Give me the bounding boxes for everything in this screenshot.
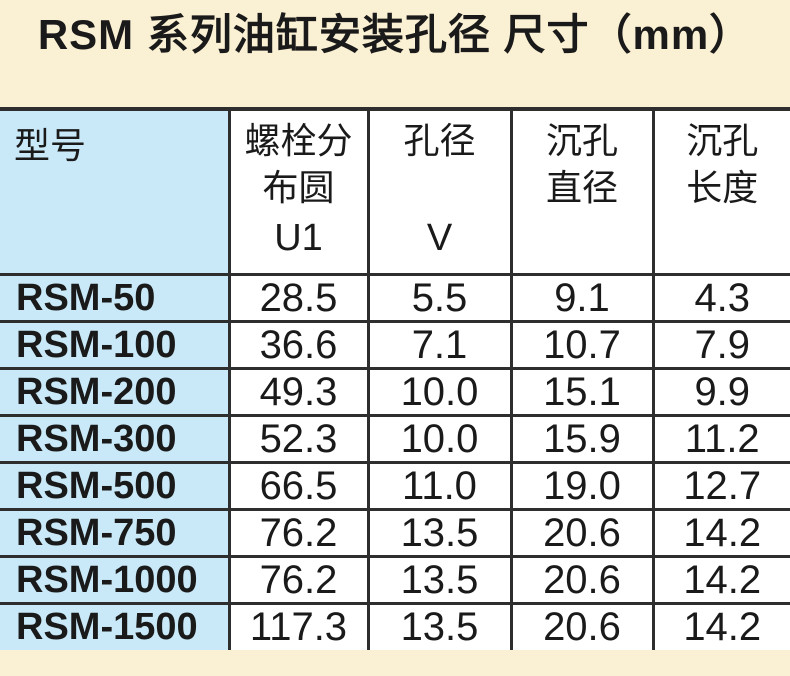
cell-hole-diameter: 5.5 <box>366 272 513 323</box>
cell-hole-diameter: 7.1 <box>366 319 513 370</box>
cell-counterbore-diameter: 10.7 <box>509 319 655 370</box>
table-row: RSM-1500 117.3 13.5 20.6 14.2 <box>0 601 790 650</box>
cell-counterbore-diameter: 20.6 <box>509 601 655 650</box>
table-row: RSM-500 66.5 11.0 19.0 12.7 <box>0 460 790 511</box>
cell-model: RSM-750 <box>0 507 231 558</box>
cell-counterbore-diameter: 19.0 <box>509 460 655 511</box>
cell-bolt-circle: 117.3 <box>227 601 370 650</box>
cell-counterbore-length: 11.2 <box>651 413 790 464</box>
page-title: RSM 系列油缸安装孔径 尺寸（mm） <box>37 11 753 58</box>
cell-hole-diameter: 10.0 <box>366 366 513 417</box>
table-row: RSM-50 28.5 5.5 9.1 4.3 <box>0 272 790 323</box>
cell-model: RSM-500 <box>0 460 231 511</box>
cell-counterbore-length: 14.2 <box>651 554 790 605</box>
spec-table: 型号 螺栓分 布圆 U1 孔径 V 沉孔 直径 <box>0 107 790 650</box>
header-bolt-circle: 螺栓分 布圆 U1 <box>227 107 370 276</box>
header-counterbore-length-line2: 长度 <box>686 167 759 208</box>
cell-model: RSM-300 <box>0 413 231 464</box>
cell-counterbore-diameter: 15.9 <box>509 413 655 464</box>
header-counterbore-length-line1: 沉孔 <box>686 120 759 161</box>
cell-bolt-circle: 28.5 <box>227 272 370 323</box>
cell-hole-diameter: 13.5 <box>366 507 513 558</box>
table-row: RSM-100 36.6 7.1 10.7 7.9 <box>0 319 790 370</box>
cell-hole-diameter: 13.5 <box>366 601 513 650</box>
cell-bolt-circle: 76.2 <box>227 507 370 558</box>
cell-counterbore-length: 7.9 <box>651 319 790 370</box>
header-hole-diameter-line1: 孔径 <box>403 120 476 161</box>
header-hole-diameter-symbol: V <box>426 216 453 259</box>
table-header-row: 型号 螺栓分 布圆 U1 孔径 V 沉孔 直径 <box>0 107 790 276</box>
cell-bolt-circle: 36.6 <box>227 319 370 370</box>
cell-bolt-circle: 52.3 <box>227 413 370 464</box>
header-counterbore-length: 沉孔 长度 <box>651 107 790 276</box>
cell-counterbore-length: 12.7 <box>651 460 790 511</box>
cell-bolt-circle: 66.5 <box>227 460 370 511</box>
header-bolt-circle-line1: 螺栓分 <box>244 120 353 161</box>
cell-counterbore-length: 9.9 <box>651 366 790 417</box>
table-row: RSM-1000 76.2 13.5 20.6 14.2 <box>0 554 790 605</box>
cell-counterbore-diameter: 15.1 <box>509 366 655 417</box>
cell-counterbore-diameter: 20.6 <box>509 507 655 558</box>
header-model-label: 型号 <box>14 125 87 166</box>
cell-model: RSM-200 <box>0 366 231 417</box>
cell-counterbore-length: 14.2 <box>651 601 790 650</box>
cell-model: RSM-1500 <box>0 601 231 650</box>
cell-hole-diameter: 10.0 <box>366 413 513 464</box>
header-model: 型号 <box>0 107 231 276</box>
cell-counterbore-diameter: 9.1 <box>509 272 655 323</box>
table-row: RSM-200 49.3 10.0 15.1 9.9 <box>0 366 790 417</box>
cell-counterbore-length: 4.3 <box>651 272 790 323</box>
header-bolt-circle-symbol: U1 <box>274 216 323 259</box>
header-counterbore-diameter-line2: 直径 <box>545 167 618 208</box>
cell-counterbore-diameter: 20.6 <box>509 554 655 605</box>
cell-hole-diameter: 13.5 <box>366 554 513 605</box>
cell-bolt-circle: 76.2 <box>227 554 370 605</box>
cell-bolt-circle: 49.3 <box>227 366 370 417</box>
cell-hole-diameter: 11.0 <box>366 460 513 511</box>
header-counterbore-diameter-line1: 沉孔 <box>545 120 618 161</box>
header-hole-diameter: 孔径 V <box>366 107 513 276</box>
cell-counterbore-length: 14.2 <box>651 507 790 558</box>
table-row: RSM-300 52.3 10.0 15.9 11.2 <box>0 413 790 464</box>
cell-model: RSM-1000 <box>0 554 231 605</box>
cell-model: RSM-100 <box>0 319 231 370</box>
header-counterbore-diameter: 沉孔 直径 <box>509 107 655 276</box>
table-row: RSM-750 76.2 13.5 20.6 14.2 <box>0 507 790 558</box>
cell-model: RSM-50 <box>0 272 231 323</box>
header-bolt-circle-line2: 布圆 <box>262 167 335 208</box>
